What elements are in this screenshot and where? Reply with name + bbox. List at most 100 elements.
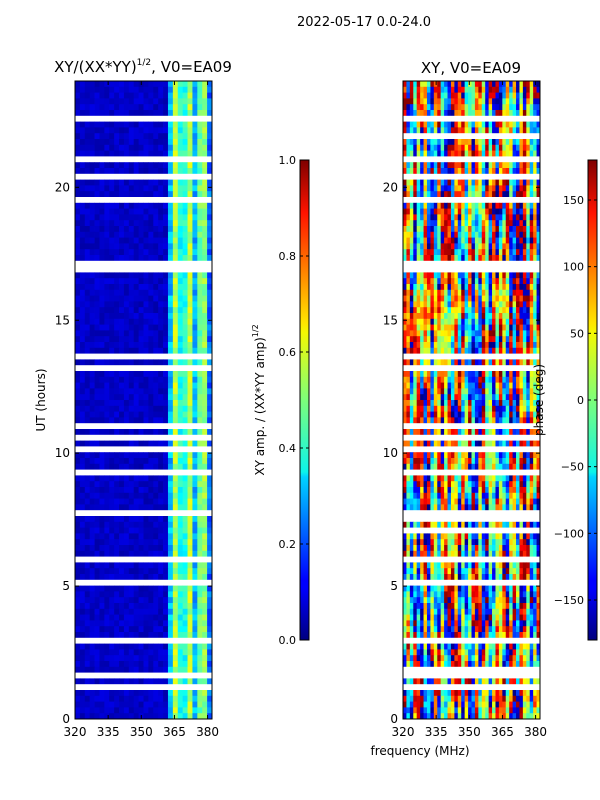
amplitude-cell (167, 237, 174, 244)
phase-cell (426, 272, 431, 279)
amplitude-cell (94, 376, 100, 383)
phase-cell (485, 278, 490, 285)
amplitude-cell (177, 481, 184, 488)
phase-cell (450, 487, 455, 494)
phase-cell (447, 475, 452, 482)
phase-cell (471, 284, 476, 291)
amplitude-cell (148, 458, 154, 465)
amplitude-cell (79, 388, 86, 395)
amplitude-cell (89, 643, 95, 650)
phase-cell (533, 162, 537, 169)
phase-cell (471, 336, 476, 343)
phase-cell (529, 104, 534, 111)
phase-cell (406, 121, 411, 128)
phase-cell (502, 121, 507, 128)
phase-cell (447, 98, 452, 105)
phase-cell (450, 394, 455, 401)
phase-cell (430, 231, 435, 238)
phase-cell (471, 411, 476, 418)
phase-cell (481, 139, 486, 146)
phase-cell (519, 144, 524, 151)
phase-cell (423, 342, 428, 349)
phase-cell (444, 127, 448, 134)
phase-cell (464, 289, 469, 296)
amplitude-cell (148, 295, 154, 302)
phase-cell (433, 440, 438, 447)
amplitude-cell (94, 179, 100, 186)
amplitude-cell (138, 162, 144, 169)
phase-cell (495, 330, 500, 337)
amplitude-cell (202, 330, 208, 337)
amplitude-cell (119, 371, 125, 378)
amplitude-cell (177, 527, 184, 534)
amplitude-cell (99, 411, 105, 418)
amplitude-cell (172, 336, 179, 343)
phase-cell (423, 359, 428, 366)
amplitude-cell (128, 347, 135, 354)
amplitude-cell (172, 475, 179, 482)
amplitude-cell (123, 284, 130, 291)
amplitude-cell (109, 614, 115, 621)
phase-cell (471, 208, 476, 215)
amplitude-cell (123, 690, 130, 697)
amplitude-cell (84, 707, 91, 714)
amplitude-cell (148, 463, 154, 470)
phase-cell (485, 284, 490, 291)
amplitude-cell (104, 405, 110, 412)
phase-cell (450, 98, 455, 105)
phase-cell (526, 295, 531, 302)
amplitude-cell (158, 620, 164, 627)
phase-cell (536, 295, 541, 302)
amplitude-cell (123, 481, 130, 488)
phase-cell (529, 98, 534, 105)
phase-cell (437, 336, 442, 343)
phase-cell (464, 440, 469, 447)
amplitude-cell (119, 295, 125, 302)
phase-cell (426, 92, 431, 99)
phase-cell (498, 411, 503, 418)
amplitude-cell (104, 202, 110, 209)
amplitude-cell (94, 405, 100, 412)
phase-cell (403, 492, 407, 499)
phase-cell (488, 313, 493, 320)
phase-cell (485, 272, 490, 279)
phase-cell (461, 394, 466, 401)
phase-cell (430, 92, 435, 99)
phase-cell (461, 475, 466, 482)
phase-cell (461, 324, 466, 331)
amplitude-cell (197, 661, 203, 668)
amplitude-cell (158, 139, 164, 146)
phase-cell (416, 458, 421, 465)
amplitude-cell (197, 539, 203, 546)
amplitude-cell (202, 162, 208, 169)
amplitude-cell (148, 429, 154, 436)
amplitude-cell (119, 359, 125, 366)
amplitude-cell (158, 562, 164, 569)
phase-cell (457, 371, 462, 378)
phase-cell (512, 231, 517, 238)
amplitude-cell (192, 144, 198, 151)
phase-cell (416, 185, 421, 192)
phase-cell (468, 400, 472, 407)
phase-cell (450, 110, 455, 117)
amplitude-cell (167, 359, 174, 366)
phase-cell (474, 249, 479, 256)
phase-cell (509, 162, 513, 169)
amplitude-cell (79, 144, 86, 151)
phase-cell (505, 168, 510, 175)
amplitude-cell (89, 562, 95, 569)
amplitude-cell (84, 458, 91, 465)
amplitude-cell (128, 516, 135, 523)
phase-cell (478, 313, 483, 320)
amplitude-cell (153, 110, 159, 117)
phase-cell (502, 191, 507, 198)
amplitude-cell (207, 284, 213, 291)
phase-cell (529, 272, 534, 279)
phase-cell (536, 307, 541, 314)
phase-cell (488, 243, 493, 250)
phase-cell (474, 318, 479, 325)
phase-cell (457, 394, 462, 401)
phase-cell (457, 202, 462, 209)
phase-cell (426, 440, 431, 447)
phase-cell (505, 452, 510, 459)
